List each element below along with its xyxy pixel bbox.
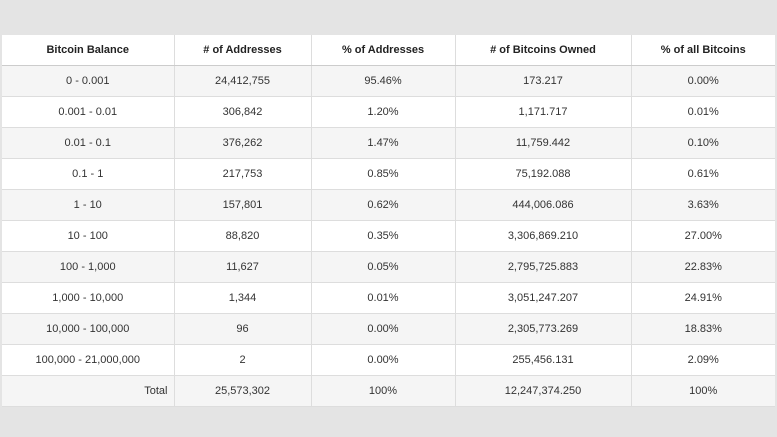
cell-pct-bitcoins: 22.83% — [631, 251, 775, 283]
cell-pct-addresses: 0.35% — [311, 220, 456, 252]
header-pct-addresses: % of Addresses — [311, 35, 456, 66]
cell-balance: 0.001 - 0.01 — [2, 96, 175, 128]
cell-balance: 1 - 10 — [2, 189, 175, 221]
header-num-addresses: # of Addresses — [174, 35, 312, 66]
cell-addresses: 217,753 — [174, 158, 312, 190]
cell-pct-bitcoins: 0.00% — [631, 65, 775, 97]
cell-addresses: 157,801 — [174, 189, 312, 221]
cell-pct-bitcoins: 18.83% — [631, 313, 775, 345]
cell-pct-addresses: 0.01% — [311, 282, 456, 314]
cell-balance: 1,000 - 10,000 — [2, 282, 175, 314]
table-row: 0.1 - 1 217,753 0.85% 75,192.088 0.61% — [2, 158, 775, 190]
cell-addresses: 24,412,755 — [174, 65, 312, 97]
cell-addresses: 11,627 — [174, 251, 312, 283]
cell-pct-addresses: 0.05% — [311, 251, 456, 283]
table-header-row: Bitcoin Balance # of Addresses % of Addr… — [2, 35, 775, 66]
cell-balance: 0.1 - 1 — [2, 158, 175, 190]
table-row: 1 - 10 157,801 0.62% 444,006.086 3.63% — [2, 189, 775, 221]
cell-pct-bitcoins: 0.01% — [631, 96, 775, 128]
header-pct-all-bitcoins: % of all Bitcoins — [631, 35, 775, 66]
cell-addresses: 1,344 — [174, 282, 312, 314]
cell-bitcoins-owned: 3,051,247.207 — [455, 282, 632, 314]
table-row: 10,000 - 100,000 96 0.00% 2,305,773.269 … — [2, 313, 775, 345]
cell-bitcoins-owned: 173.217 — [455, 65, 632, 97]
cell-balance: 0 - 0.001 — [2, 65, 175, 97]
header-num-bitcoins-owned: # of Bitcoins Owned — [455, 35, 632, 66]
cell-pct-addresses: 0.85% — [311, 158, 456, 190]
cell-pct-bitcoins: 0.10% — [631, 127, 775, 159]
cell-addresses: 376,262 — [174, 127, 312, 159]
cell-bitcoins-owned: 2,305,773.269 — [455, 313, 632, 345]
cell-balance: 10,000 - 100,000 — [2, 313, 175, 345]
cell-pct-addresses: 0.62% — [311, 189, 456, 221]
cell-bitcoins-owned: 444,006.086 — [455, 189, 632, 221]
cell-bitcoins-owned: 2,795,725.883 — [455, 251, 632, 283]
cell-balance: 100,000 - 21,000,000 — [2, 344, 175, 376]
cell-pct-addresses: 0.00% — [311, 313, 456, 345]
total-addresses: 25,573,302 — [174, 375, 312, 407]
cell-pct-addresses: 95.46% — [311, 65, 456, 97]
cell-bitcoins-owned: 75,192.088 — [455, 158, 632, 190]
cell-pct-bitcoins: 3.63% — [631, 189, 775, 221]
table-row: 0.001 - 0.01 306,842 1.20% 1,171.717 0.0… — [2, 96, 775, 128]
table-row: 100 - 1,000 11,627 0.05% 2,795,725.883 2… — [2, 251, 775, 283]
cell-addresses: 306,842 — [174, 96, 312, 128]
bitcoin-distribution-table: Bitcoin Balance # of Addresses % of Addr… — [2, 35, 775, 407]
cell-bitcoins-owned: 1,171.717 — [455, 96, 632, 128]
cell-balance: 0.01 - 0.1 — [2, 127, 175, 159]
table-total-row: Total 25,573,302 100% 12,247,374.250 100… — [2, 375, 775, 407]
cell-bitcoins-owned: 255,456.131 — [455, 344, 632, 376]
cell-pct-bitcoins: 2.09% — [631, 344, 775, 376]
total-pct-bitcoins: 100% — [631, 375, 775, 407]
bitcoin-distribution-panel: Bitcoin Balance # of Addresses % of Addr… — [2, 35, 775, 407]
cell-bitcoins-owned: 11,759.442 — [455, 127, 632, 159]
table-row: 100,000 - 21,000,000 2 0.00% 255,456.131… — [2, 344, 775, 376]
table-row: 0.01 - 0.1 376,262 1.47% 11,759.442 0.10… — [2, 127, 775, 159]
cell-bitcoins-owned: 3,306,869.210 — [455, 220, 632, 252]
cell-pct-bitcoins: 0.61% — [631, 158, 775, 190]
cell-balance: 10 - 100 — [2, 220, 175, 252]
cell-pct-bitcoins: 24.91% — [631, 282, 775, 314]
total-pct-addresses: 100% — [311, 375, 456, 407]
header-bitcoin-balance: Bitcoin Balance — [2, 35, 175, 66]
cell-balance: 100 - 1,000 — [2, 251, 175, 283]
total-label: Total — [2, 375, 175, 407]
cell-addresses: 96 — [174, 313, 312, 345]
cell-pct-bitcoins: 27.00% — [631, 220, 775, 252]
table-row: 1,000 - 10,000 1,344 0.01% 3,051,247.207… — [2, 282, 775, 314]
cell-pct-addresses: 0.00% — [311, 344, 456, 376]
cell-addresses: 88,820 — [174, 220, 312, 252]
total-bitcoins-owned: 12,247,374.250 — [455, 375, 632, 407]
table-row: 0 - 0.001 24,412,755 95.46% 173.217 0.00… — [2, 65, 775, 97]
table-row: 10 - 100 88,820 0.35% 3,306,869.210 27.0… — [2, 220, 775, 252]
cell-addresses: 2 — [174, 344, 312, 376]
cell-pct-addresses: 1.20% — [311, 96, 456, 128]
cell-pct-addresses: 1.47% — [311, 127, 456, 159]
